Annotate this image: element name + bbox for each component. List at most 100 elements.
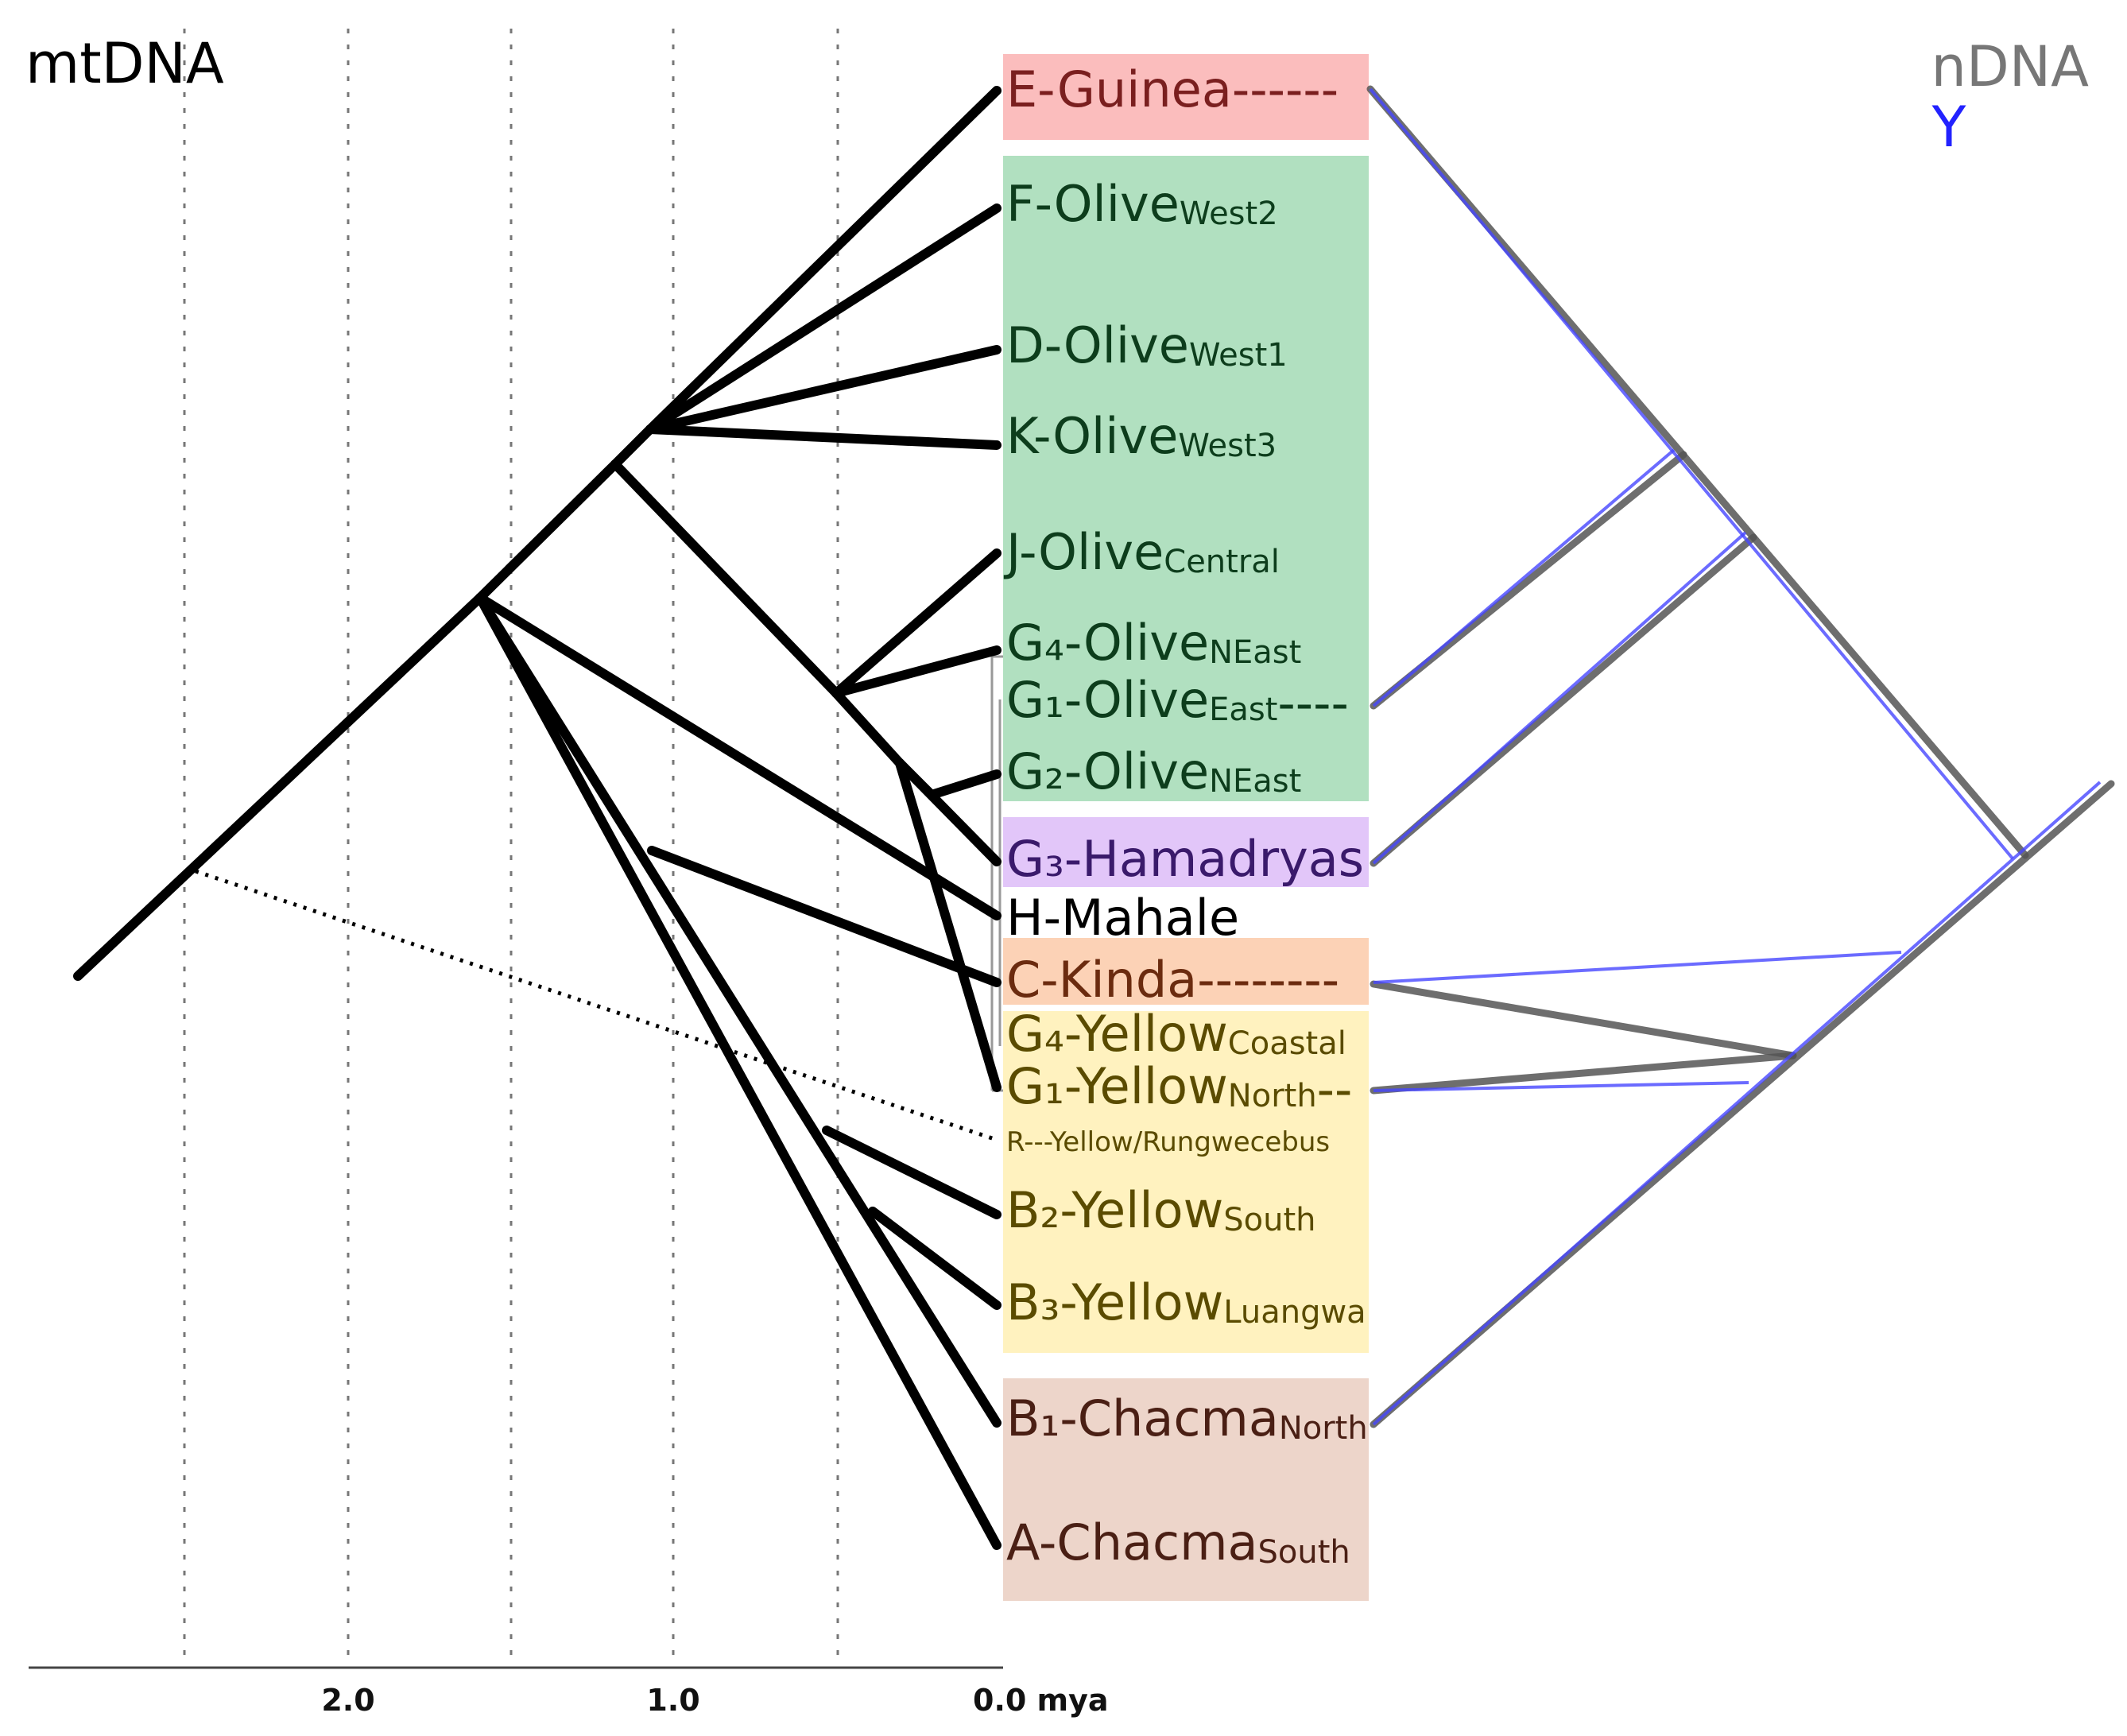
mt-branch <box>73 593 485 981</box>
ndna-branch <box>1370 1052 1797 1095</box>
taxon-sub: NEast <box>1209 763 1301 800</box>
taxon-main: G₄-Yellow <box>1006 1005 1228 1063</box>
mtdna-tree <box>73 86 1002 1550</box>
y-branch <box>1372 448 1676 707</box>
taxon-label: J-OliveCentral <box>1003 523 1280 581</box>
taxon-sub: West3 <box>1178 428 1277 464</box>
y-branch <box>1372 531 1747 865</box>
mt-branch <box>475 593 1002 1550</box>
taxon-label: G₃-Hamadryas <box>1006 830 1364 888</box>
taxon-label: D-OliveWest1 <box>1006 316 1288 374</box>
y-header: Y <box>1931 95 1966 160</box>
taxon-label: E-Guinea------ <box>1006 60 1339 118</box>
y-branch <box>1372 781 2102 1426</box>
taxon-label: B₃-YellowLuangwa <box>1006 1273 1366 1331</box>
mt-branch <box>645 86 1002 434</box>
olive-box <box>1003 156 1369 801</box>
taxon-sub: Coastal <box>1228 1025 1346 1062</box>
g-clade-bracket <box>990 655 1003 1092</box>
taxon-label: G₁-OliveEast---- <box>1006 671 1349 732</box>
taxon-sub: Luangwa <box>1223 1294 1366 1331</box>
mt-branch <box>822 1126 1002 1219</box>
y-branch <box>1373 1081 1749 1092</box>
taxon-label: H-Mahale <box>1006 889 1239 947</box>
taxon-main: A-Chacma <box>1006 1513 1257 1571</box>
taxon-main: B₁-Chacma <box>1006 1389 1279 1447</box>
taxon-sub: North <box>1279 1410 1368 1447</box>
mt-branch <box>645 424 1002 450</box>
taxon-labels: E-Guinea------ F-OliveWest2 D-OliveWest1… <box>1003 60 1368 1571</box>
taxon-label: G₄-OliveNEast <box>1006 614 1301 672</box>
ndna-branch <box>1370 980 1797 1060</box>
taxon-label: B₁-ChacmaNorth <box>1006 1389 1368 1447</box>
y-branch <box>1369 87 2014 860</box>
taxon-main: D-Olive <box>1006 316 1189 374</box>
rungwecebus-dotted-branch <box>195 869 998 1142</box>
taxon-sub: South <box>1223 1202 1315 1238</box>
mt-branch <box>475 593 1002 1428</box>
ndna-branch <box>1366 85 2029 859</box>
taxon-main: G₄-Olive <box>1006 614 1209 672</box>
mt-branch <box>831 548 1002 698</box>
taxon-sub: NEast <box>1209 634 1301 671</box>
taxon-main: G₁-Olive <box>1006 671 1209 729</box>
ndna-tree <box>1366 85 2115 1428</box>
taxon-tail: ---- <box>1277 674 1349 732</box>
taxon-label: G₄-YellowCoastal <box>1006 1005 1346 1063</box>
chacma-box <box>1003 1378 1369 1601</box>
mt-branch <box>831 645 1002 698</box>
tick-label-0: 0.0 mya <box>973 1683 1109 1718</box>
taxon-label: C-Kinda-------- <box>1006 951 1339 1009</box>
taxon-main: E-Guinea <box>1006 60 1232 118</box>
taxon-sub: West1 <box>1189 337 1288 374</box>
yellow-box <box>1003 1011 1369 1353</box>
taxon-sub: North <box>1228 1078 1317 1114</box>
mt-branch <box>645 203 1002 434</box>
taxon-main: J-Olive <box>1003 523 1164 581</box>
kinda-box <box>1003 938 1369 1005</box>
taxon-sub: Central <box>1164 544 1280 580</box>
ndna-header: nDNA <box>1931 34 2089 99</box>
taxon-main: B₂-Yellow <box>1006 1181 1223 1239</box>
taxon-main: G₂-Olive <box>1006 742 1209 800</box>
y-branch <box>1373 951 1902 984</box>
group-boxes <box>1003 54 1369 1601</box>
taxon-main: G₃-Hamadryas <box>1006 830 1364 888</box>
taxon-label: B₂-YellowSouth <box>1006 1181 1316 1239</box>
tick-label-2: 2.0 <box>321 1683 374 1718</box>
mt-branch <box>831 688 905 768</box>
mt-branch <box>868 1207 1002 1310</box>
mt-branch <box>475 459 620 603</box>
taxon-tail: ------ <box>1232 60 1339 118</box>
taxon-main: R---Yellow/Rungwecebus <box>1006 1126 1330 1158</box>
y-tree <box>1369 87 2102 1426</box>
taxon-main: C-Kinda <box>1006 951 1197 1009</box>
taxon-main: H-Mahale <box>1006 889 1239 947</box>
taxon-label: R---Yellow/Rungwecebus <box>1006 1126 1330 1158</box>
mt-branch <box>927 769 1002 800</box>
taxon-main: F-Olive <box>1006 175 1180 233</box>
taxon-label: K-OliveWest3 <box>1006 407 1277 465</box>
taxon-main: B₃-Yellow <box>1006 1273 1223 1331</box>
taxon-label: A-ChacmaSouth <box>1006 1513 1350 1571</box>
mt-branch <box>645 345 1002 434</box>
guinea-box <box>1003 54 1369 140</box>
tick-label-1: 1.0 <box>646 1683 699 1718</box>
taxon-main: G₁-Yellow <box>1006 1057 1228 1115</box>
mt-branch <box>610 459 841 698</box>
mt-branch <box>610 424 655 469</box>
time-grid <box>183 29 839 1661</box>
taxon-label: G₂-OliveNEast <box>1006 742 1301 800</box>
ndna-branch <box>1370 451 1687 710</box>
taxon-sub: East <box>1209 692 1277 728</box>
mt-branch <box>647 846 1002 987</box>
taxon-label: F-OliveWest2 <box>1006 175 1278 233</box>
taxon-main: K-Olive <box>1006 407 1178 465</box>
taxon-sub: South <box>1257 1534 1350 1571</box>
taxon-tail: -------- <box>1197 951 1339 1009</box>
mt-branch <box>895 758 1002 1092</box>
taxon-tail: -- <box>1317 1060 1353 1118</box>
mtdna-header: mtDNA <box>25 31 224 96</box>
mt-branch <box>475 593 1002 920</box>
